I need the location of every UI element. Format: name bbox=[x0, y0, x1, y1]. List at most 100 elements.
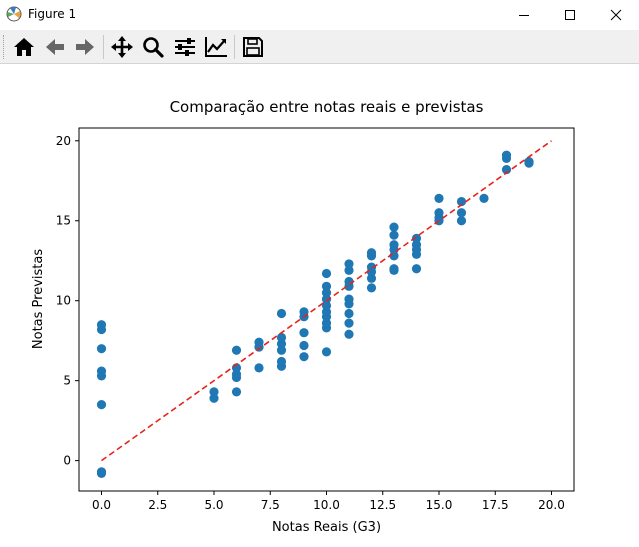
x-tick-label: 20.0 bbox=[538, 498, 565, 512]
data-point bbox=[254, 337, 264, 347]
y-tick-label: 10 bbox=[56, 294, 71, 308]
zoom-icon bbox=[143, 37, 164, 58]
pan-button[interactable] bbox=[108, 33, 136, 61]
data-point bbox=[321, 318, 332, 328]
data-point bbox=[411, 264, 422, 274]
y-tick-label: 0 bbox=[63, 454, 71, 468]
edit-axis-icon bbox=[205, 37, 227, 57]
data-point bbox=[299, 352, 309, 362]
data-point bbox=[456, 208, 467, 218]
pan-icon bbox=[111, 36, 133, 58]
data-point bbox=[366, 273, 377, 283]
data-point bbox=[344, 265, 354, 275]
toolbar-separator bbox=[234, 35, 235, 59]
data-point bbox=[411, 233, 422, 243]
home-icon bbox=[14, 38, 34, 56]
y-tick-label: 15 bbox=[56, 214, 71, 228]
back-button[interactable] bbox=[41, 33, 69, 61]
data-point bbox=[276, 332, 287, 343]
navigation-toolbar bbox=[0, 30, 639, 64]
data-point bbox=[276, 345, 287, 355]
data-point bbox=[254, 363, 264, 373]
data-point bbox=[366, 248, 377, 258]
forward-button[interactable] bbox=[71, 33, 99, 61]
data-point bbox=[209, 393, 219, 403]
data-point bbox=[276, 356, 287, 367]
data-point bbox=[96, 467, 107, 477]
matplotlib-app-icon bbox=[6, 6, 22, 22]
data-point bbox=[299, 328, 309, 338]
home-button[interactable] bbox=[10, 33, 38, 61]
maximize-button[interactable] bbox=[547, 0, 593, 30]
data-point bbox=[344, 329, 354, 339]
edit-axis-button[interactable] bbox=[202, 33, 230, 61]
maximize-icon bbox=[565, 10, 575, 20]
x-tick-label: 2.5 bbox=[148, 498, 167, 512]
save-button[interactable] bbox=[239, 33, 267, 61]
x-axis-label: Notas Reais (G3) bbox=[272, 520, 381, 535]
minimize-icon bbox=[519, 15, 529, 16]
data-point bbox=[321, 268, 332, 279]
window-title: Figure 1 bbox=[28, 7, 77, 21]
back-arrow-icon bbox=[46, 39, 64, 55]
data-point bbox=[231, 345, 242, 355]
toolbar-separator bbox=[103, 35, 104, 59]
data-point bbox=[321, 307, 332, 317]
x-tick-label: 10.0 bbox=[313, 498, 340, 512]
data-point bbox=[321, 281, 332, 291]
data-point bbox=[299, 340, 309, 351]
data-point bbox=[96, 366, 107, 376]
data-point bbox=[456, 196, 467, 207]
x-tick-label: 15.0 bbox=[426, 498, 453, 512]
data-point bbox=[96, 400, 107, 410]
data-point bbox=[389, 230, 399, 240]
scatter-chart: Comparação entre notas reais e previstas… bbox=[31, 98, 575, 535]
forward-arrow-icon bbox=[76, 39, 94, 55]
data-point bbox=[321, 300, 332, 311]
data-point bbox=[389, 240, 399, 250]
x-tick-label: 0.0 bbox=[92, 498, 111, 512]
data-point bbox=[524, 156, 534, 167]
data-point bbox=[321, 347, 332, 357]
close-button[interactable] bbox=[593, 0, 639, 30]
data-point bbox=[344, 294, 354, 304]
y-axis-label: Notas Previstas bbox=[31, 249, 46, 349]
toolbar-grip bbox=[3, 35, 6, 59]
x-tick-label: 12.5 bbox=[369, 498, 396, 512]
data-point bbox=[344, 308, 354, 319]
chart-title: Comparação entre notas reais e previstas bbox=[170, 98, 484, 116]
data-point bbox=[434, 193, 444, 203]
close-icon bbox=[610, 9, 622, 21]
data-point bbox=[96, 344, 107, 354]
data-point bbox=[389, 264, 399, 274]
data-point bbox=[209, 387, 219, 397]
data-point bbox=[321, 294, 332, 304]
title-bar: Figure 1 bbox=[0, 0, 639, 30]
reference-line bbox=[101, 140, 552, 462]
data-point bbox=[434, 208, 444, 218]
minimize-button[interactable] bbox=[501, 0, 547, 30]
data-point bbox=[276, 339, 287, 349]
data-point bbox=[389, 222, 399, 232]
x-tick-label: 5.0 bbox=[204, 498, 223, 512]
zoom-button[interactable] bbox=[139, 33, 167, 61]
y-tick-label: 20 bbox=[56, 134, 71, 148]
data-point bbox=[411, 240, 422, 250]
data-point bbox=[344, 318, 354, 328]
subplots-button[interactable] bbox=[171, 33, 199, 61]
y-tick-label: 5 bbox=[63, 374, 71, 388]
data-point bbox=[276, 308, 287, 319]
data-point bbox=[231, 369, 242, 379]
data-point bbox=[479, 193, 489, 203]
data-point bbox=[501, 150, 512, 160]
data-point bbox=[96, 320, 107, 330]
data-point bbox=[344, 259, 354, 269]
save-icon bbox=[243, 37, 263, 57]
data-point bbox=[321, 288, 332, 298]
data-point bbox=[366, 283, 377, 293]
figure-canvas[interactable]: Comparação entre notas reais e previstas… bbox=[0, 64, 639, 543]
subplots-icon bbox=[175, 38, 195, 56]
data-point bbox=[231, 387, 242, 397]
plot-area: 0.0 2.5 5.0 7.5 10.0 12.5 15.0 17.5 20.0 0 5 10 15 20 bbox=[56, 127, 575, 512]
x-tick-label: 7.5 bbox=[261, 498, 280, 512]
